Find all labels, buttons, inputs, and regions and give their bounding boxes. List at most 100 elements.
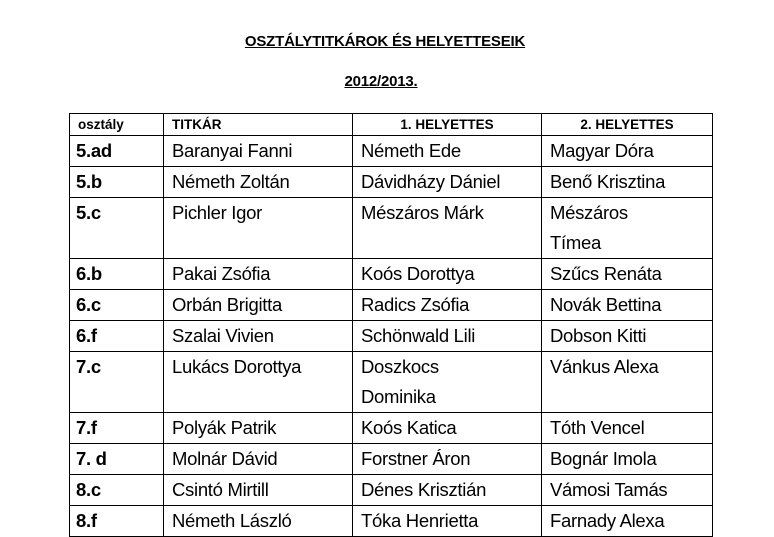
cell-text: Pakai Zsófia	[172, 263, 271, 284]
cell-text: Schönwald Lili	[361, 325, 476, 346]
class-cell: 8.c	[69, 474, 164, 506]
cell-text: 8.c	[76, 479, 101, 500]
secretary-cell: Németh László	[163, 505, 353, 537]
class-cell: 8.f	[69, 505, 164, 537]
table-row: 7.f Polyák Patrik Koós Katica Tóth Vencel	[69, 412, 713, 444]
table-row: 8.f Németh László Tóka Henrietta Farnady Al…	[69, 505, 713, 537]
cell-text: Baranyai Fanni	[172, 140, 293, 161]
deputy-1-cell: Mészáros Márk	[352, 197, 542, 259]
class-cell: 6.f	[69, 320, 164, 352]
secretary-cell: Lukács Dorottya	[163, 351, 353, 413]
deputy-1-cell: Schönwald Lili	[352, 320, 542, 352]
cell-text: 6.f	[76, 325, 97, 346]
deputy-1-cell: Tóka Henrietta	[352, 505, 542, 537]
table-row: 5.c Pichler Igor Mészáros Márk Mészáros Tím…	[69, 197, 713, 259]
cell-text: 7.c	[76, 356, 101, 377]
cell-text: 7. d	[76, 448, 107, 469]
cell-text: 5.c	[76, 202, 101, 223]
deputy-2-cell: Vánkus Alexa	[541, 351, 713, 413]
cell-text: Csintó Mirtill	[172, 479, 269, 500]
cell-text: Mészáros Márk	[361, 202, 484, 223]
deputy-1-cell: Radics Zsófia	[352, 289, 542, 321]
cell-text: Forstner Áron	[361, 448, 471, 469]
deputy-2-cell: Farnady Alexa	[541, 505, 713, 537]
deputy-1-cell: Doszkocs Dominika	[352, 351, 542, 413]
document-title: OSZTÁLYTITKÁROK ÉS HELYETTESEIK	[244, 33, 526, 50]
header-class: osztály	[69, 113, 164, 136]
cell-text: Benő Krisztina	[550, 171, 666, 192]
secretary-cell: Szalai Vivien	[163, 320, 353, 352]
secretary-cell: Pakai Zsófia	[163, 258, 353, 290]
cell-text: Polyák Patrik	[172, 417, 277, 438]
secretary-cell: Csintó Mirtill	[163, 474, 353, 506]
class-cell: 6.c	[69, 289, 164, 321]
deputy-2-cell: Dobson Kitti	[541, 320, 713, 352]
table-row: 5.b Németh Zoltán Dávidházy Dániel Benő Kri…	[69, 166, 713, 198]
cell-text: Koós Katica	[361, 417, 457, 438]
cell-text: Doszkocs Dominika	[361, 356, 439, 407]
class-cell: 7.f	[69, 412, 164, 444]
class-cell: 5.b	[69, 166, 164, 198]
secretary-cell: Németh Zoltán	[163, 166, 353, 198]
cell-text: Koós Dorottya	[361, 263, 475, 284]
class-cell: 5.c	[69, 197, 164, 259]
table-row: 6.b Pakai Zsófia Koós Dorottya Szűcs Renáta	[69, 258, 713, 290]
deputy-1-cell: Koós Katica	[352, 412, 542, 444]
cell-text: Molnár Dávid	[172, 448, 278, 469]
deputy-1-cell: Dénes Krisztián	[352, 474, 542, 506]
cell-text: 5.b	[76, 171, 102, 192]
cell-text: Vámosi Tamás	[550, 479, 668, 500]
deputy-2-cell: Bognár Imola	[541, 443, 713, 475]
class-cell: 7. d	[69, 443, 164, 475]
cell-text: Németh László	[172, 510, 292, 531]
deputy-1-cell: Németh Ede	[352, 135, 542, 167]
school-year: 2012/2013.	[344, 73, 418, 90]
cell-text: Dénes Krisztián	[361, 479, 487, 500]
table-row: 6.c Orbán Brigitta Radics Zsófia Novák Bett…	[69, 289, 713, 321]
cell-text: 6.b	[76, 263, 102, 284]
cell-text: Vánkus Alexa	[550, 356, 659, 377]
table-row: 7.c Lukács Dorottya Doszkocs Dominika Vánku…	[69, 351, 713, 413]
cell-text: Németh Zoltán	[172, 171, 290, 192]
deputy-2-cell: Novák Bettina	[541, 289, 713, 321]
cell-text: Orbán Brigitta	[172, 294, 282, 315]
cell-text: 7.f	[76, 417, 97, 438]
table-row: 6.f Szalai Vivien Schönwald Lili Dobson Kit…	[69, 320, 713, 352]
cell-text: Radics Zsófia	[361, 294, 470, 315]
class-cell: 5.ad	[69, 135, 164, 167]
header-deputy-2: 2. HELYETTES	[541, 113, 713, 136]
secretary-cell: Polyák Patrik	[163, 412, 353, 444]
cell-text: Novák Bettina	[550, 294, 662, 315]
cell-text: Dávidházy Dániel	[361, 171, 501, 192]
cell-text: Tóka Henrietta	[361, 510, 479, 531]
cell-text: Dobson Kitti	[550, 325, 647, 346]
deputy-1-cell: Forstner Áron	[352, 443, 542, 475]
deputy-2-cell: Szűcs Renáta	[541, 258, 713, 290]
cell-text: 5.ad	[76, 140, 112, 161]
header-deputy-1: 1. HELYETTES	[352, 113, 542, 136]
secretary-cell: Pichler Igor	[163, 197, 353, 259]
cell-text: 6.c	[76, 294, 101, 315]
cell-text: Szalai Vivien	[172, 325, 274, 346]
deputy-1-cell: Dávidházy Dániel	[352, 166, 542, 198]
table-header-row: osztály TITKÁR 1. HELYETTES 2. HELYETTES	[69, 113, 713, 136]
cell-text: Farnady Alexa	[550, 510, 665, 531]
deputy-2-cell: Tóth Vencel	[541, 412, 713, 444]
cell-text: Pichler Igor	[172, 202, 262, 223]
deputy-2-cell: Benő Krisztina	[541, 166, 713, 198]
secretary-cell: Baranyai Fanni	[163, 135, 353, 167]
header-secretary: TITKÁR	[163, 113, 353, 136]
cell-text: 8.f	[76, 510, 97, 531]
deputy-2-cell: Mészáros Tímea	[541, 197, 713, 259]
secretary-cell: Orbán Brigitta	[163, 289, 353, 321]
cell-text: Magyar Dóra	[550, 140, 654, 161]
cell-text: Németh Ede	[361, 140, 461, 161]
cell-text: Lukács Dorottya	[172, 356, 302, 377]
class-cell: 7.c	[69, 351, 164, 413]
deputy-1-cell: Koós Dorottya	[352, 258, 542, 290]
cell-text: Szűcs Renáta	[550, 263, 662, 284]
table-row: 5.ad Baranyai Fanni Németh Ede Magyar Dóra	[69, 135, 713, 167]
cell-text: Mészáros Tímea	[550, 202, 628, 253]
cell-text: Bognár Imola	[550, 448, 657, 469]
class-cell: 6.b	[69, 258, 164, 290]
